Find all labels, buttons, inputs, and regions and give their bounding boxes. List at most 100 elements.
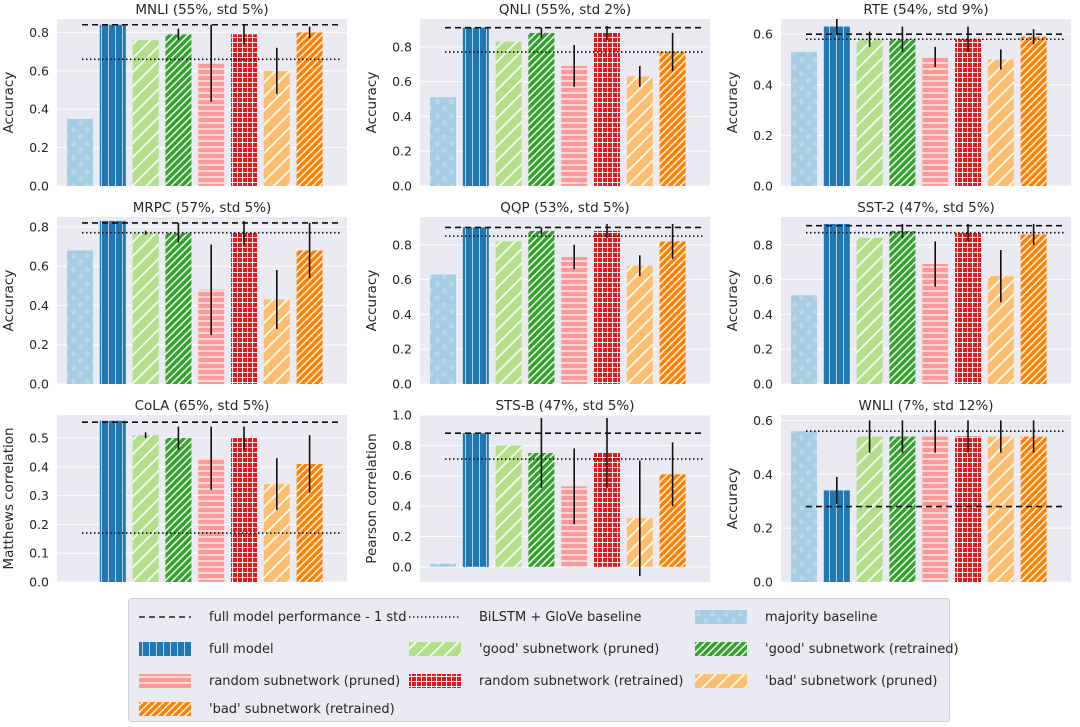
chart-panel: 0.0 0.2 0.4 0.6 0.8 SST-2 (47%, std 5%) Accura… [725,200,1071,392]
legend-item-bad-pruned: 'bad' subnetwork (pruned) [695,671,937,691]
bar-good_pruned [132,40,159,186]
y-tick-label: 0.8 [392,438,412,453]
y-tick-label: 0.6 [392,272,412,287]
bar-bad_retrained [1020,436,1047,582]
bar-good_retrained [528,230,555,384]
bar-bad_retrained [296,32,323,186]
y-tick-label: 0.2 [29,140,49,155]
y-tick-label: 0.6 [753,272,773,287]
y-tick-label: 1.0 [392,408,412,423]
legend-swatch [139,674,191,688]
bar-good_retrained [889,436,916,582]
legend-label: 'bad' subnetwork (retrained) [209,701,395,717]
chart-title: MNLI (55%, std 5%) [135,2,268,18]
bar-bad_pruned [987,436,1014,582]
legend-label: majority baseline [765,609,878,625]
chart-panel: 0.0 0.2 0.4 0.6 0.8 MNLI (55%, std 5%) Accurac… [1,2,347,194]
bar-bad_retrained [1020,234,1047,384]
bar-majority [430,97,456,186]
y-tick-label: 0.2 [392,342,412,357]
bar-good_retrained [165,438,192,582]
dotted-line-icon [409,616,461,618]
bar-random_pruned [922,56,949,186]
y-axis-label: Accuracy [364,270,380,332]
bar-full [823,490,850,582]
legend-item-good-pruned: 'good' subnetwork (pruned) [409,639,659,659]
bar-good_pruned [856,436,883,582]
bar-random_retrained [594,230,620,384]
bar-full [823,26,850,186]
y-tick-label: 0.6 [29,63,49,78]
y-tick-label: 0.2 [392,529,412,544]
y-tick-label: 0.0 [29,575,49,590]
y-axis-label: Pearson correlation [364,433,380,563]
bar-majority [791,431,817,582]
legend-label: 'good' subnetwork (retrained) [765,641,959,657]
y-axis-label: Accuracy [1,72,17,134]
y-axis-label: Accuracy [364,72,380,134]
bar-full [99,420,126,582]
y-tick-label: 0.8 [392,237,412,252]
bar-majority [430,563,456,567]
y-tick-label: 0.0 [29,377,49,392]
bar-majority [791,51,817,187]
bar-random_retrained [955,232,981,384]
legend-item-dotted: BiLSTM + GloVe baseline [409,607,641,627]
legend-swatch [695,642,747,656]
y-tick-label: 0.6 [753,27,773,42]
y-tick-label: 0.4 [753,467,773,482]
y-tick-label: 0.8 [753,237,773,252]
legend-item-majority: majority baseline [695,607,878,627]
y-tick-label: 0.4 [392,109,412,124]
legend-swatch [409,674,461,688]
y-tick-label: 0.6 [392,74,412,89]
bar-random_pruned [561,257,588,384]
legend-swatch [695,610,747,624]
legend-label: full model [209,641,274,657]
bar-bad_retrained [659,52,686,187]
bar-good_retrained [528,32,555,186]
bar-good_pruned [132,435,159,582]
bar-random_retrained [231,232,257,384]
legend-label: random subnetwork (pruned) [209,673,401,689]
bar-good_pruned [132,232,159,384]
y-tick-label: 0.4 [29,102,49,117]
y-tick-label: 0.0 [392,377,412,392]
chart-title: MRPC (57%, std 5%) [133,200,272,216]
y-tick-label: 0.3 [29,488,49,503]
bar-full [823,223,850,384]
legend-item-random-pruned: random subnetwork (pruned) [139,671,400,691]
bar-random_retrained [955,436,981,582]
y-tick-label: 0.2 [392,144,412,159]
y-tick-label: 0.4 [753,77,773,92]
y-tick-label: 0.8 [29,25,49,40]
y-axis-label: Accuracy [725,72,741,134]
chart-title: RTE (54%, std 9%) [863,2,988,18]
y-axis-label: Accuracy [725,270,741,332]
chart-panel: 0.0 0.1 0.2 0.3 0.4 0.5 CoLA (65%, std 5%) Matt… [1,398,347,590]
bar-full [99,24,126,186]
y-tick-label: 0.8 [392,39,412,54]
y-tick-label: 0.2 [29,337,49,352]
bar-good_pruned [856,237,883,384]
bar-full [462,433,489,567]
bar-good_retrained [165,34,192,186]
legend-item-random-retrained: random subnetwork (retrained) [409,671,683,691]
y-tick-label: 0.8 [29,219,49,234]
legend-label: full model performance - 1 std [209,609,407,625]
bar-random_pruned [922,436,949,582]
legend-item-dashed: full model performance - 1 std [139,607,407,627]
bar-bad_pruned [626,265,653,384]
chart-panel: 0.0 0.2 0.4 0.6 WNLI (7%, std 12%) Accuracy [725,398,1071,590]
bar-good_pruned [495,445,522,567]
y-tick-label: 0.2 [753,128,773,143]
legend-label: BiLSTM + GloVe baseline [479,609,642,625]
y-tick-label: 0.4 [29,459,49,474]
chart-panel: 0.0 0.2 0.4 0.6 0.8 QQP (53%, std 5%) Accuracy [364,200,710,392]
y-axis-label: Accuracy [1,270,17,332]
chart-title: QNLI (55%, std 2%) [499,2,631,18]
chart-panel: 0.0 0.2 0.4 0.6 0.8 1.0 STS-B (47%, std 5%) Pea… [364,398,710,582]
bar-bad_retrained [659,241,686,384]
